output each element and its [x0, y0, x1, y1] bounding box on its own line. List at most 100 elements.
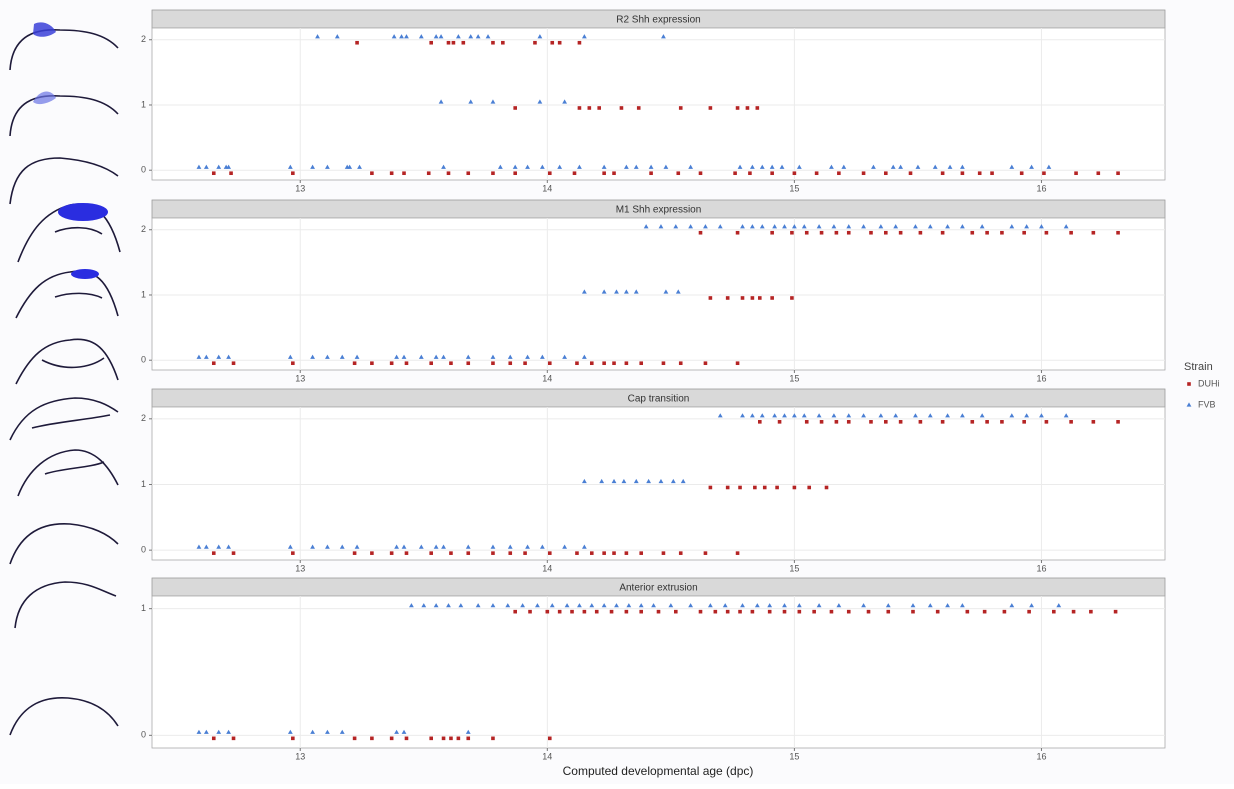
x-tick-label: 14: [542, 373, 552, 383]
point: [749, 164, 755, 169]
point: [310, 164, 315, 169]
point: [738, 485, 742, 490]
legend-label: FVB: [1198, 399, 1216, 409]
point: [446, 171, 451, 176]
point: [389, 736, 394, 741]
point: [602, 551, 606, 555]
point: [520, 603, 526, 608]
point: [804, 230, 809, 235]
point: [449, 736, 453, 741]
point: [525, 544, 530, 549]
point: [211, 171, 216, 176]
y-tick-label: 1: [141, 99, 146, 109]
point: [490, 603, 496, 608]
point: [354, 544, 360, 549]
point: [678, 106, 683, 110]
point: [562, 544, 568, 549]
point: [979, 413, 985, 418]
point: [698, 609, 703, 614]
point: [735, 551, 740, 555]
point: [1000, 420, 1004, 424]
x-tick-label: 15: [789, 751, 799, 761]
point: [749, 413, 755, 418]
point: [829, 164, 834, 169]
point: [945, 413, 950, 418]
point: [708, 296, 713, 300]
point: [339, 544, 345, 549]
point: [1044, 420, 1049, 424]
point: [581, 289, 587, 294]
point: [525, 354, 530, 359]
point: [418, 34, 424, 39]
point: [866, 609, 871, 614]
point: [491, 551, 495, 555]
point: [352, 551, 357, 555]
point: [717, 224, 723, 229]
point: [782, 224, 787, 229]
x-tick-label: 13: [295, 373, 305, 383]
point: [841, 164, 847, 169]
point: [792, 171, 797, 176]
point: [1029, 603, 1034, 608]
point: [196, 544, 202, 549]
highlight: [33, 91, 56, 105]
point: [796, 603, 802, 608]
point: [216, 354, 222, 359]
point: [884, 230, 888, 235]
point: [550, 40, 555, 45]
point: [458, 603, 464, 608]
point: [581, 544, 587, 549]
point: [708, 485, 713, 490]
point: [547, 736, 552, 741]
point: [1027, 609, 1031, 614]
x-axis-title: Computed developmental age (dpc): [563, 764, 754, 778]
point: [624, 609, 629, 614]
point: [203, 354, 209, 359]
point: [688, 603, 694, 608]
point: [421, 603, 427, 608]
point: [678, 551, 683, 555]
point: [740, 296, 745, 300]
point: [391, 34, 397, 39]
point: [846, 224, 852, 229]
point: [211, 736, 216, 741]
point: [658, 478, 664, 484]
point: [960, 224, 965, 229]
point: [354, 354, 360, 359]
point: [394, 729, 400, 734]
point: [979, 224, 985, 229]
point: [572, 171, 577, 176]
plot-area: [151, 406, 1166, 561]
point: [1009, 164, 1015, 169]
point: [801, 224, 807, 229]
point: [947, 164, 953, 169]
point: [325, 729, 330, 734]
point: [577, 40, 582, 45]
point: [557, 609, 562, 614]
x-tick-label: 14: [542, 183, 552, 193]
point: [737, 164, 743, 169]
point: [1091, 230, 1096, 235]
highlight: [71, 269, 99, 279]
point: [537, 34, 543, 39]
point: [211, 551, 216, 555]
point: [735, 361, 740, 366]
point: [418, 544, 424, 549]
point: [401, 354, 407, 359]
point: [846, 230, 851, 235]
point: [441, 164, 446, 169]
point: [229, 171, 233, 176]
point: [648, 164, 654, 169]
point: [740, 603, 745, 608]
point: [468, 34, 474, 39]
point: [287, 164, 293, 169]
point: [497, 164, 503, 169]
point: [581, 354, 587, 359]
point: [537, 99, 543, 104]
point: [599, 478, 605, 484]
point: [203, 164, 209, 169]
point: [528, 609, 532, 614]
point: [790, 230, 794, 235]
x-tick-label: 16: [1036, 563, 1046, 573]
point: [505, 603, 511, 608]
